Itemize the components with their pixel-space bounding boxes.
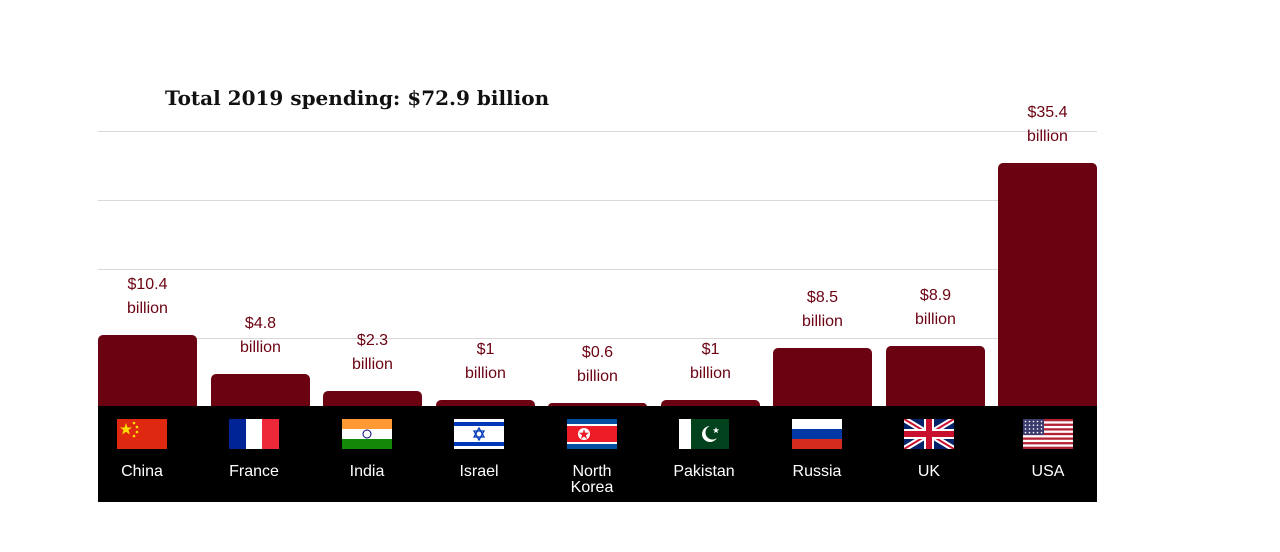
data-label-unit: billion	[352, 356, 393, 373]
data-label-value: $8.5	[806, 289, 839, 306]
data-label: $8.5 billion	[773, 286, 872, 334]
bar-uk	[886, 346, 985, 407]
north-korea-flag-icon	[567, 419, 617, 449]
data-label-unit: billion	[915, 311, 956, 328]
data-label-value: $1	[701, 341, 720, 358]
data-label: $8.9 billion	[886, 284, 985, 332]
tick-label: China	[121, 463, 163, 480]
data-label: $0.6 billion	[548, 341, 647, 389]
gridline	[98, 131, 1097, 132]
bar-israel	[436, 400, 535, 407]
tick-label: Russia	[792, 463, 842, 480]
tick-label: Pakistan	[673, 463, 735, 480]
gridline	[98, 338, 1097, 339]
data-label-value: $4.8	[244, 315, 277, 332]
china-flag-icon	[117, 419, 167, 449]
russia-flag-icon	[792, 419, 842, 449]
data-label: $2.3 billion	[323, 329, 422, 377]
data-label-unit: billion	[577, 368, 618, 385]
chart-title: Total 2019 spending: $72.9 billion	[165, 86, 550, 110]
data-label-value: $0.6	[581, 344, 614, 361]
data-label: $35.4 billion	[998, 101, 1097, 149]
tick-label: North Korea	[570, 463, 614, 496]
bar-france	[211, 374, 310, 407]
data-label-unit: billion	[465, 365, 506, 382]
tick-label: USA	[1031, 463, 1065, 480]
data-label-unit: billion	[802, 313, 843, 330]
data-label-unit: billion	[127, 300, 168, 317]
data-label: $10.4 billion	[98, 273, 197, 321]
usa-flag-icon	[1023, 419, 1073, 449]
uk-flag-icon	[902, 416, 956, 452]
data-label-value: $10.4	[127, 276, 168, 293]
bar-north-korea	[548, 403, 647, 407]
data-label-value: $1	[476, 341, 495, 358]
israel-flag-icon	[454, 419, 504, 449]
tick-label: Israel	[459, 463, 499, 480]
india-flag-icon	[342, 419, 392, 449]
data-label: $4.8 billion	[211, 312, 310, 360]
data-label-unit: billion	[1027, 128, 1068, 145]
bar-pakistan	[661, 400, 760, 407]
bar-india	[323, 391, 422, 407]
tick-label: France	[229, 463, 279, 480]
data-label-unit: billion	[690, 365, 731, 382]
bar-usa	[998, 163, 1097, 407]
data-label: $1 billion	[661, 338, 760, 386]
tick-label: India	[349, 463, 385, 480]
data-label: $1 billion	[436, 338, 535, 386]
pakistan-flag-icon	[679, 419, 729, 449]
gridline	[98, 269, 1097, 270]
france-flag-icon	[229, 419, 279, 449]
bar-russia	[773, 348, 872, 407]
data-label-value: $2.3	[356, 332, 389, 349]
tick-label: UK	[917, 463, 941, 480]
data-label-value: $35.4	[1027, 104, 1068, 121]
gridline	[98, 200, 1097, 201]
data-label-unit: billion	[240, 339, 281, 356]
bar-china	[98, 335, 197, 407]
data-label-value: $8.9	[919, 287, 952, 304]
